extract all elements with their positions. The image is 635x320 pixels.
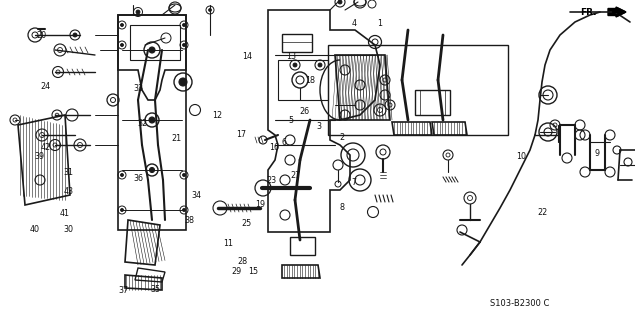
Bar bbox=[278, 60, 328, 100]
Text: 22: 22 bbox=[538, 208, 548, 217]
Text: 35: 35 bbox=[150, 285, 161, 294]
Text: 9: 9 bbox=[594, 149, 599, 158]
Text: 10: 10 bbox=[516, 152, 526, 161]
Text: 23: 23 bbox=[267, 176, 277, 185]
Text: 39: 39 bbox=[34, 152, 44, 161]
Text: 18: 18 bbox=[305, 76, 315, 85]
Text: 5: 5 bbox=[288, 116, 293, 124]
Text: 38: 38 bbox=[184, 216, 194, 225]
FancyArrow shape bbox=[608, 7, 626, 17]
Text: 37: 37 bbox=[119, 286, 129, 295]
Text: 14: 14 bbox=[243, 52, 253, 60]
Circle shape bbox=[121, 44, 123, 46]
Text: 3: 3 bbox=[316, 122, 321, 131]
Text: 1: 1 bbox=[377, 19, 382, 28]
Text: 43: 43 bbox=[64, 187, 74, 196]
Text: 17: 17 bbox=[236, 130, 246, 139]
Circle shape bbox=[149, 117, 155, 123]
Text: 42: 42 bbox=[41, 143, 51, 152]
Text: 16: 16 bbox=[269, 143, 279, 152]
Circle shape bbox=[73, 33, 77, 37]
Circle shape bbox=[182, 173, 185, 177]
Circle shape bbox=[293, 63, 297, 67]
Text: FR.: FR. bbox=[580, 7, 597, 17]
Text: 41: 41 bbox=[60, 209, 70, 218]
Text: 33: 33 bbox=[133, 84, 144, 93]
Text: 25: 25 bbox=[241, 219, 251, 228]
Bar bbox=[118, 15, 186, 230]
Text: 6: 6 bbox=[282, 138, 287, 147]
Circle shape bbox=[318, 63, 322, 67]
Text: 40: 40 bbox=[30, 225, 40, 234]
Circle shape bbox=[136, 10, 140, 14]
Text: 30: 30 bbox=[64, 225, 74, 234]
Text: 32: 32 bbox=[138, 119, 148, 128]
Text: 29: 29 bbox=[231, 267, 241, 276]
Text: 20: 20 bbox=[36, 31, 46, 40]
Circle shape bbox=[121, 173, 123, 177]
Text: 7: 7 bbox=[352, 178, 357, 187]
Bar bbox=[282, 34, 312, 52]
Circle shape bbox=[121, 209, 123, 212]
Text: 12: 12 bbox=[212, 111, 222, 120]
Text: 28: 28 bbox=[237, 257, 248, 266]
Text: S103-B2300 C: S103-B2300 C bbox=[490, 299, 549, 308]
Text: 24: 24 bbox=[41, 82, 51, 91]
Circle shape bbox=[182, 44, 185, 46]
Bar bbox=[415, 90, 450, 115]
Circle shape bbox=[338, 0, 342, 4]
Bar bbox=[290, 237, 315, 255]
Text: 21: 21 bbox=[171, 134, 182, 143]
Text: 34: 34 bbox=[192, 191, 202, 200]
Text: 2: 2 bbox=[339, 133, 344, 142]
Text: 26: 26 bbox=[300, 107, 310, 116]
Text: 11: 11 bbox=[224, 239, 234, 248]
Text: 8: 8 bbox=[339, 204, 344, 212]
Text: 19: 19 bbox=[255, 200, 265, 209]
Circle shape bbox=[149, 167, 154, 172]
Bar bbox=[328, 45, 508, 135]
Circle shape bbox=[208, 9, 211, 12]
Text: 15: 15 bbox=[248, 267, 258, 276]
Text: 36: 36 bbox=[133, 174, 144, 183]
Circle shape bbox=[182, 209, 185, 212]
Circle shape bbox=[149, 47, 155, 53]
Text: 31: 31 bbox=[64, 168, 74, 177]
Text: 27: 27 bbox=[290, 171, 300, 180]
Circle shape bbox=[182, 23, 185, 27]
Circle shape bbox=[179, 78, 187, 86]
Text: 13: 13 bbox=[286, 52, 296, 61]
Text: 4: 4 bbox=[352, 19, 357, 28]
Circle shape bbox=[121, 23, 123, 27]
